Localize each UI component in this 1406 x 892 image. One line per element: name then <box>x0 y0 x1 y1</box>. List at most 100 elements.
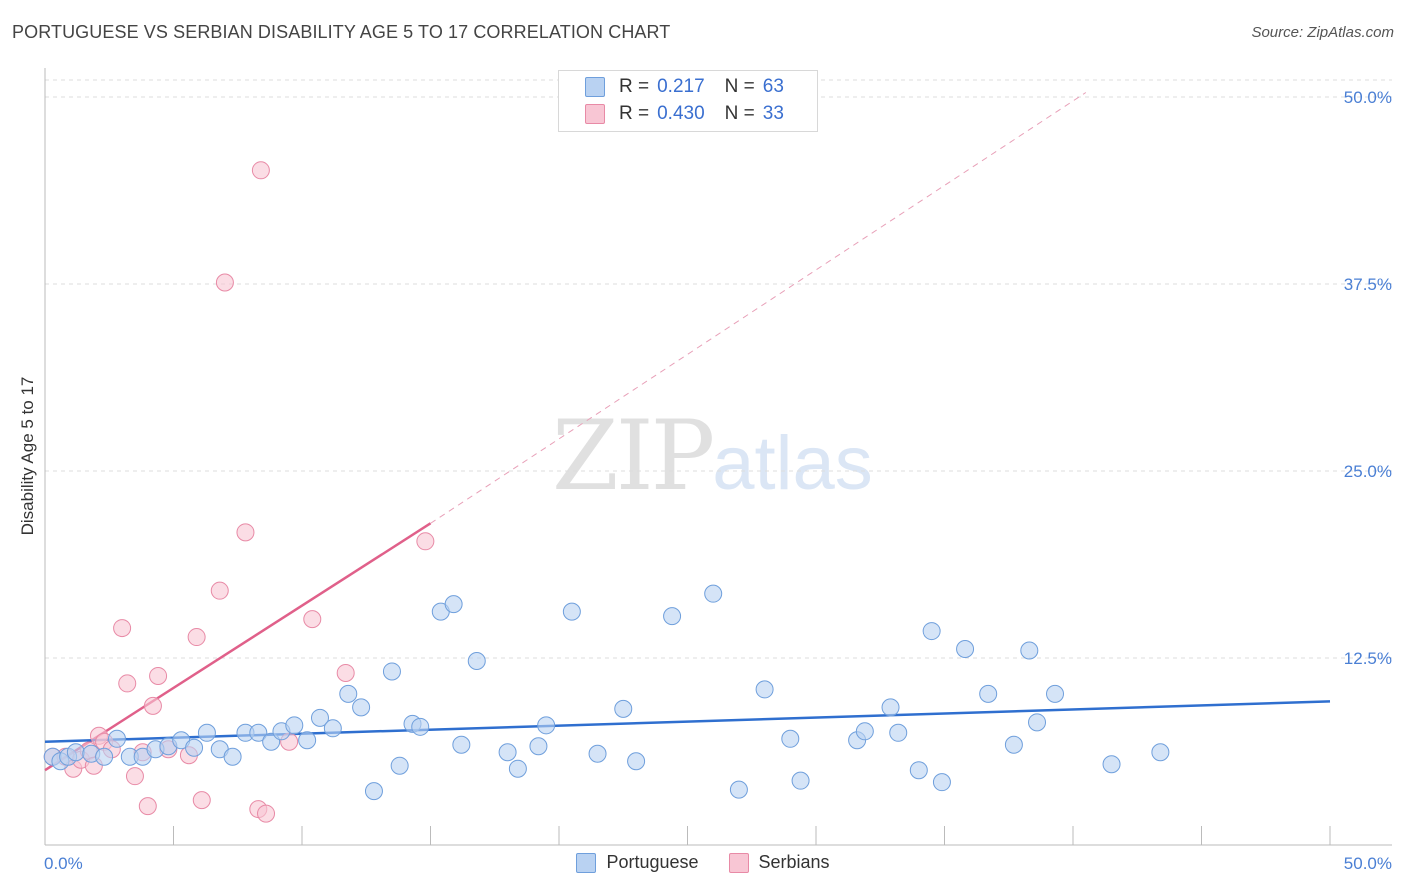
y-tick-label: 12.5% <box>1344 649 1392 668</box>
serbians-trend-line <box>44 522 432 772</box>
portuguese-point <box>529 737 548 756</box>
portuguese-point <box>889 723 908 742</box>
legend-row-serbians: R = 0.430 N = 33 <box>585 102 784 126</box>
data-points <box>43 161 1170 823</box>
y-tick-label: 50.0% <box>1344 88 1392 107</box>
portuguese-point <box>791 771 810 790</box>
legend-item-portuguese: Portuguese <box>576 852 699 873</box>
portuguese-point <box>755 680 774 699</box>
serbians-point <box>251 161 270 180</box>
tick-labels: 12.5% 25.0% 37.5% 50.0% 0.0% 50.0% <box>44 88 1392 873</box>
serbians-point <box>143 696 162 715</box>
serbians-swatch <box>585 104 605 124</box>
portuguese-point <box>588 744 607 763</box>
chart-title: PORTUGUESE VS SERBIAN DISABILITY AGE 5 T… <box>12 22 671 42</box>
legend-row-portuguese: R = 0.217 N = 63 <box>585 75 784 99</box>
serbians-point <box>336 663 355 682</box>
portuguese-legend-label: Portuguese <box>606 852 699 872</box>
serbians-n-label: N = <box>724 103 755 124</box>
x-tick-label-min: 0.0% <box>44 854 83 873</box>
serbians-point <box>215 273 234 292</box>
portuguese-r-value: 0.217 <box>657 76 705 97</box>
portuguese-point <box>627 752 646 771</box>
portuguese-point <box>498 743 517 762</box>
serbians-point <box>192 791 211 810</box>
serbians-point <box>125 767 144 786</box>
serbians-legend-label: Serbians <box>758 852 830 872</box>
portuguese-point <box>1020 641 1039 660</box>
portuguese-point <box>95 747 114 766</box>
watermark-atlas: atlas <box>712 421 873 506</box>
watermark: ZIPatlas <box>552 400 873 512</box>
y-axis-label: Disability Age 5 to 17 <box>18 376 37 536</box>
portuguese-n-label: N = <box>724 76 755 97</box>
portuguese-point <box>107 729 126 748</box>
portuguese-point <box>323 719 342 738</box>
serbians-n-value: 33 <box>762 103 784 124</box>
portuguese-point <box>1151 743 1170 762</box>
portuguese-point <box>339 684 358 703</box>
legend-item-serbians: Serbians <box>728 852 830 873</box>
portuguese-point <box>1028 713 1047 732</box>
portuguese-point <box>1102 755 1121 774</box>
serbians-point <box>210 581 229 600</box>
serbians-point <box>257 804 276 823</box>
portuguese-point <box>855 722 874 741</box>
grid <box>45 79 1392 659</box>
portuguese-r-label: R = <box>619 76 650 97</box>
portuguese-point <box>364 782 383 801</box>
portuguese-n-value: 63 <box>762 76 784 97</box>
portuguese-point <box>614 699 633 718</box>
serbians-point <box>303 610 322 629</box>
portuguese-point <box>956 640 975 659</box>
serbians-point <box>416 532 435 551</box>
y-tick-label: 37.5% <box>1344 275 1392 294</box>
portuguese-point <box>390 756 409 775</box>
serbians-legend-swatch <box>728 852 749 873</box>
portuguese-point <box>382 662 401 681</box>
portuguese-point <box>909 761 928 780</box>
portuguese-point <box>444 595 463 614</box>
serbians-point <box>236 523 255 542</box>
portuguese-point <box>922 622 941 641</box>
portuguese-point <box>781 729 800 748</box>
portuguese-point <box>310 708 329 727</box>
portuguese-point <box>197 723 216 742</box>
y-tick-label: 25.0% <box>1344 462 1392 481</box>
serbians-point <box>149 666 168 685</box>
series-legend: Portuguese Serbians <box>0 852 1406 873</box>
serbians-point <box>118 674 137 693</box>
portuguese-swatch <box>585 77 605 97</box>
serbians-r-label: R = <box>619 103 650 124</box>
portuguese-point <box>467 651 486 670</box>
portuguese-point <box>1004 735 1023 754</box>
x-tick-label-max: 50.0% <box>1344 854 1392 873</box>
serbians-point <box>187 628 206 647</box>
portuguese-point <box>249 723 268 742</box>
trend-lines <box>44 92 1331 772</box>
portuguese-point <box>223 747 242 766</box>
source-label: Source: ZipAtlas.com <box>1251 24 1394 41</box>
portuguese-point <box>562 602 581 621</box>
stats-legend: R = 0.217 N = 63 R = 0.430 N = 33 <box>558 70 818 132</box>
serbians-r-value: 0.430 <box>657 103 705 124</box>
axes <box>44 68 1392 846</box>
portuguese-point <box>285 716 304 735</box>
serbians-point <box>138 797 157 816</box>
portuguese-point <box>704 584 723 603</box>
portuguese-legend-swatch <box>576 852 597 873</box>
portuguese-point <box>298 731 317 750</box>
portuguese-point <box>1046 684 1065 703</box>
portuguese-point <box>508 759 527 778</box>
serbians-trend-extension <box>430 92 1087 524</box>
portuguese-point <box>663 607 682 626</box>
watermark-zip: ZIP <box>552 400 715 512</box>
portuguese-point <box>66 743 85 762</box>
serbians-point <box>113 619 132 638</box>
portuguese-point <box>932 773 951 792</box>
portuguese-point <box>729 780 748 799</box>
portuguese-point <box>352 698 371 717</box>
portuguese-point <box>537 716 556 735</box>
portuguese-point <box>411 717 430 736</box>
